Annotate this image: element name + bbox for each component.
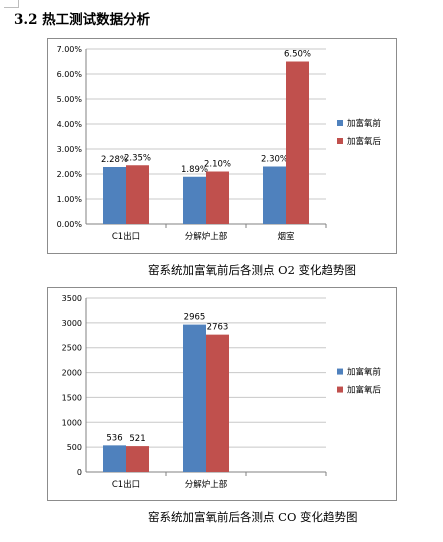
o2-category-label: C1出口 [112,231,140,242]
o2-bar [263,166,286,224]
co-legend-label: 加富氧前 [347,367,382,378]
co-legend-swatch [337,368,343,375]
o2-category-label: 烟室 [277,231,295,242]
co-y-tick-label: 2000 [62,369,82,378]
o2-data-label: 6.50% [284,50,311,60]
o2-bar [286,61,309,224]
o2-chart-caption: 窑系统加富氧前后各测点 O2 变化趋势图 [148,263,357,277]
co-data-label: 2763 [207,323,229,333]
co-chart-caption: 窑系统加富氧前后各测点 CO 变化趋势图 [148,510,358,524]
co-bar [206,334,229,472]
co-data-label: 2965 [184,313,206,323]
co-data-label: 521 [129,434,145,444]
co-bar [126,446,149,472]
co-chart-svg: 0 500 1000 1500 2000 2500 3000 3500 C1出口 536 521 分解… [62,294,382,490]
o2-data-label: 1.89% [181,165,208,175]
o2-data-label: 2.35% [124,153,151,163]
o2-y-tick-label: 6.00% [57,70,83,79]
section-heading: 3.2 热工测试数据分析 [14,12,151,28]
o2-bar [206,171,229,224]
co-y-tick-label: 2500 [62,344,82,353]
co-legend-swatch [337,386,343,393]
co-y-tick-label: 0 [77,468,82,477]
o2-y-tick-label: 5.00% [57,95,83,104]
co-category-label: C1出口 [112,479,140,490]
o2-bar [126,165,149,224]
o2-bar [183,176,206,224]
page-corner-mark [4,0,19,8]
o2-category-label: 分解炉上部 [185,231,228,242]
co-data-label: 536 [106,433,122,443]
o2-y-tick-label: 7.00% [57,45,83,54]
o2-legend-swatch [337,138,343,144]
o2-data-label: 2.28% [101,155,128,165]
o2-legend-label: 加富氧前 [347,118,382,129]
co-y-tick-label: 3000 [62,319,82,328]
o2-legend-label: 加富氧后 [347,136,382,147]
o2-y-tick-label: 3.00% [57,145,83,154]
co-chart: 0 500 1000 1500 2000 2500 3000 3500 C1出口 536 521 分解… [47,287,397,501]
o2-legend-swatch [337,120,343,126]
co-bar [183,324,206,472]
co-y-tick-label: 3500 [62,294,82,303]
co-bar [103,445,126,472]
co-category-label: 分解炉上部 [185,479,228,490]
co-y-tick-label: 500 [67,443,82,452]
o2-chart-svg: 0.00% 1.00% 2.00% 3.00% 4.00% 5.00% 6.00% 7.00%… [57,45,382,242]
o2-y-tick-label: 1.00% [57,195,83,204]
o2-chart: 0.00% 1.00% 2.00% 3.00% 4.00% 5.00% 6.00% 7.00%… [47,38,397,254]
co-y-tick-label: 1000 [62,418,82,427]
co-y-tick-label: 1500 [62,393,82,402]
o2-y-tick-label: 2.00% [57,170,83,179]
o2-data-label: 2.10% [204,160,231,170]
co-legend-label: 加富氧后 [347,385,382,396]
o2-bar [103,167,126,224]
o2-y-tick-label: 4.00% [57,120,83,129]
o2-y-tick-label: 0.00% [57,220,83,229]
o2-data-label: 2.30% [261,155,288,165]
